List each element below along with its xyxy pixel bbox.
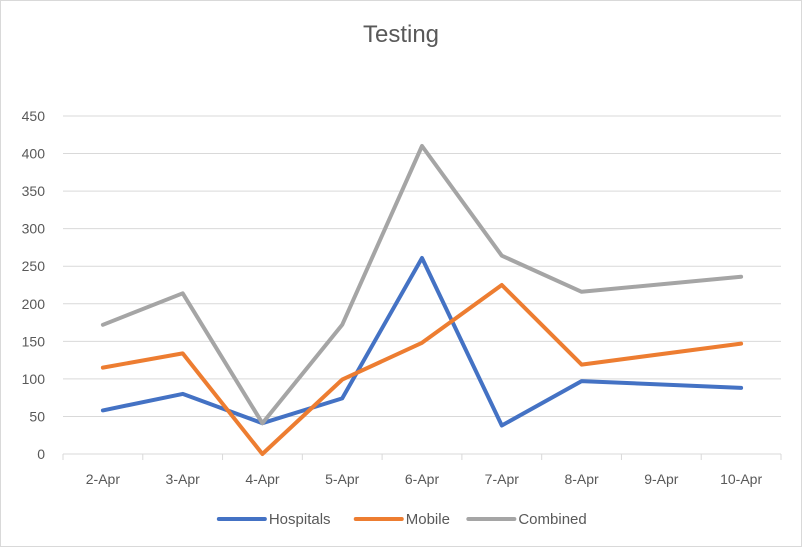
series-line-mobile: [100, 283, 744, 456]
x-tick-label: 4-Apr: [245, 471, 280, 487]
y-tick-label: 100: [22, 371, 46, 387]
y-tick-label: 400: [22, 146, 46, 162]
x-tick-label: 10-Apr: [720, 471, 762, 487]
legend-label-hospitals: Hospitals: [269, 511, 331, 528]
series-line-hospitals: [100, 256, 744, 428]
series-line-combined: [100, 144, 744, 426]
x-tick-label: 7-Apr: [485, 471, 520, 487]
y-tick-label: 200: [22, 296, 46, 312]
x-tick-label: 6-Apr: [405, 471, 440, 487]
legend-label-mobile: Mobile: [406, 511, 450, 528]
x-tick-label: 9-Apr: [644, 471, 679, 487]
chart-title: Testing: [362, 21, 440, 48]
x-tick-label: 3-Apr: [166, 471, 201, 487]
x-tick-label: 5-Apr: [325, 471, 360, 487]
y-tick-label: 350: [22, 183, 46, 199]
y-tick-label: 0: [37, 446, 45, 462]
y-tick-label: 300: [22, 221, 46, 237]
x-tick-label: 2-Apr: [86, 471, 121, 487]
x-tick-label: 8-Apr: [564, 471, 599, 487]
y-tick-label: 150: [22, 333, 46, 349]
y-tick-label: 250: [22, 258, 46, 274]
legend-label-combined: Combined: [518, 511, 586, 528]
y-tick-label: 50: [29, 408, 45, 424]
y-tick-label: 450: [22, 108, 46, 124]
